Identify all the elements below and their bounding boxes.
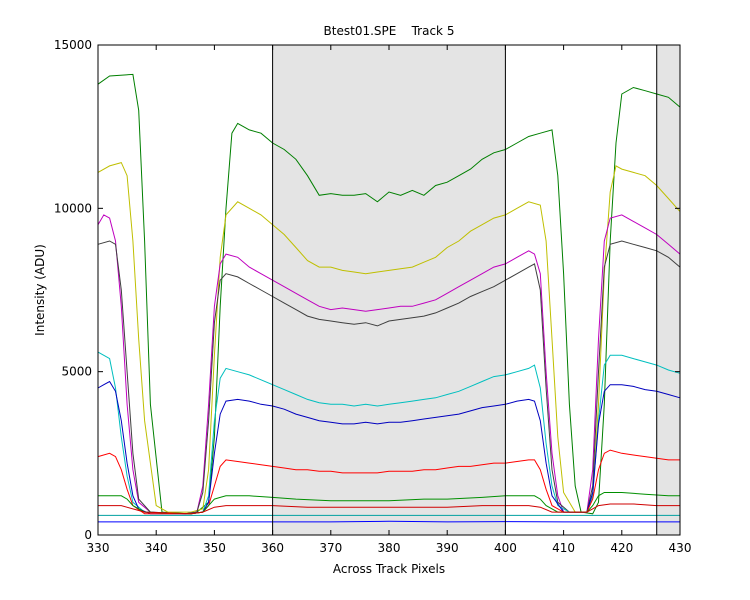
x-tick-label: 390 [436,541,459,555]
x-tick-label: 340 [145,541,168,555]
x-axis-ticks: 330 340 350 360 370 380 390 400 410 420 430 [87,45,692,555]
x-tick-label: 410 [552,541,575,555]
series-line-1 [97,73,681,515]
x-tick-label: 330 [87,541,110,555]
x-tick-label: 430 [669,541,692,555]
shaded-regions [272,45,680,535]
y-tick-label: 0 [84,528,92,542]
series-line-9 [98,503,680,515]
x-tick-label: 360 [261,541,284,555]
series-line-5 [97,351,681,515]
shaded-region-1 [272,45,506,535]
x-tick-label: 400 [494,541,517,555]
series-lines [97,73,681,523]
y-tick-label: 10000 [54,201,92,215]
y-tick-label: 5000 [61,365,92,379]
y-axis-title: Intensity (ADU) [33,244,47,336]
x-tick-label: 370 [319,541,342,555]
vertical-markers [272,45,658,535]
chart-title: Btest01.SPE Track 5 [324,24,455,38]
x-axis-title: Across Track Pixels [333,562,445,576]
x-tick-label: 420 [610,541,633,555]
y-tick-label: 15000 [54,38,92,52]
shaded-region-2 [656,45,680,535]
x-tick-label: 350 [203,541,226,555]
x-tick-label: 380 [378,541,401,555]
y-axis-ticks: 0 5000 10000 15000 [54,38,680,542]
series-line-11 [98,520,680,523]
series-line-4 [97,240,681,515]
